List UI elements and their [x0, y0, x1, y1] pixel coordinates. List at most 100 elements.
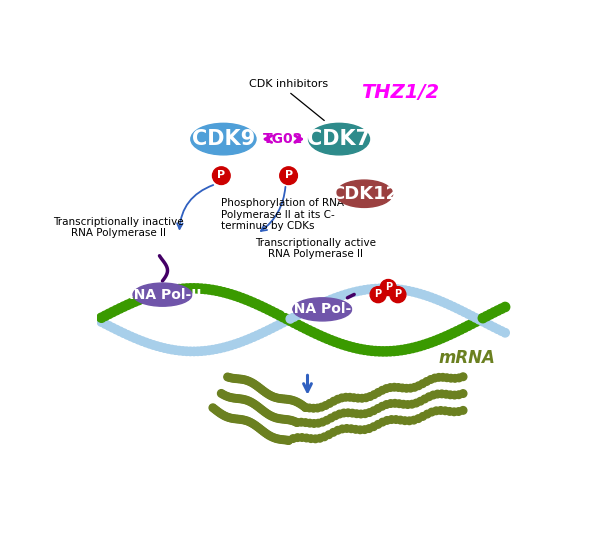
Text: CDK inhibitors: CDK inhibitors	[249, 79, 328, 88]
Circle shape	[244, 377, 251, 384]
Circle shape	[286, 396, 293, 403]
Circle shape	[237, 395, 245, 402]
Circle shape	[378, 347, 388, 356]
Circle shape	[108, 307, 117, 317]
Circle shape	[316, 331, 325, 340]
Circle shape	[289, 318, 299, 328]
Circle shape	[374, 405, 382, 412]
Text: P: P	[284, 170, 293, 180]
Circle shape	[373, 289, 384, 300]
Circle shape	[275, 435, 283, 443]
Circle shape	[345, 342, 354, 351]
Ellipse shape	[308, 123, 370, 155]
Circle shape	[193, 284, 202, 293]
Circle shape	[256, 384, 263, 391]
Circle shape	[431, 375, 439, 382]
Circle shape	[225, 393, 233, 401]
Circle shape	[446, 408, 454, 415]
Circle shape	[306, 419, 314, 427]
Circle shape	[434, 390, 441, 398]
Circle shape	[213, 407, 221, 414]
Circle shape	[268, 433, 275, 440]
Circle shape	[264, 390, 271, 397]
Circle shape	[229, 394, 237, 402]
Circle shape	[293, 311, 302, 319]
Circle shape	[223, 393, 231, 400]
Circle shape	[379, 402, 386, 410]
Circle shape	[453, 304, 461, 313]
Circle shape	[250, 420, 257, 428]
Circle shape	[286, 316, 295, 325]
Circle shape	[386, 284, 395, 293]
Circle shape	[278, 415, 285, 423]
Circle shape	[349, 288, 358, 296]
Circle shape	[334, 293, 343, 301]
Circle shape	[382, 284, 391, 293]
Circle shape	[374, 420, 382, 428]
Circle shape	[412, 342, 421, 352]
Circle shape	[221, 412, 229, 420]
Circle shape	[311, 329, 321, 339]
Circle shape	[254, 383, 262, 390]
Circle shape	[149, 290, 158, 299]
Circle shape	[455, 374, 463, 382]
Circle shape	[427, 376, 434, 383]
Circle shape	[423, 378, 430, 385]
Circle shape	[101, 320, 109, 328]
Circle shape	[340, 409, 347, 417]
Circle shape	[245, 296, 254, 306]
Circle shape	[446, 391, 454, 399]
Circle shape	[391, 383, 398, 391]
Circle shape	[246, 418, 254, 426]
Circle shape	[423, 339, 432, 348]
Circle shape	[282, 314, 291, 324]
Circle shape	[252, 422, 259, 429]
Circle shape	[362, 394, 370, 401]
Circle shape	[400, 400, 407, 408]
Circle shape	[316, 435, 323, 442]
Circle shape	[104, 322, 113, 330]
Circle shape	[392, 289, 403, 300]
Circle shape	[338, 394, 346, 402]
Circle shape	[293, 419, 301, 426]
Text: THZ1/2: THZ1/2	[361, 84, 439, 102]
Circle shape	[215, 408, 223, 416]
Circle shape	[240, 376, 247, 383]
Circle shape	[380, 280, 396, 295]
Circle shape	[379, 284, 387, 293]
Circle shape	[260, 303, 269, 312]
Circle shape	[223, 342, 232, 351]
Circle shape	[211, 406, 218, 413]
Circle shape	[428, 408, 436, 416]
Circle shape	[268, 324, 276, 333]
Circle shape	[284, 416, 291, 423]
Circle shape	[302, 403, 309, 411]
Circle shape	[475, 316, 484, 325]
Circle shape	[266, 391, 273, 399]
Circle shape	[266, 412, 274, 419]
Text: Transcriptionally active
RNA Polymerase II: Transcriptionally active RNA Polymerase …	[256, 238, 376, 259]
Circle shape	[249, 333, 257, 341]
Circle shape	[412, 288, 421, 297]
Text: TG02: TG02	[263, 132, 304, 146]
Circle shape	[298, 418, 305, 426]
Circle shape	[332, 412, 339, 419]
Circle shape	[319, 333, 328, 342]
Circle shape	[208, 286, 217, 295]
Circle shape	[397, 286, 406, 294]
Circle shape	[353, 287, 361, 295]
Text: RNA Pol-II: RNA Pol-II	[123, 288, 202, 301]
Circle shape	[256, 405, 264, 412]
Circle shape	[310, 405, 317, 412]
Circle shape	[284, 395, 291, 403]
Circle shape	[142, 293, 151, 302]
Circle shape	[467, 312, 476, 320]
Circle shape	[285, 437, 292, 444]
Circle shape	[276, 415, 283, 423]
Circle shape	[281, 416, 289, 423]
Circle shape	[293, 399, 301, 406]
Circle shape	[275, 395, 283, 402]
Circle shape	[334, 426, 341, 434]
Circle shape	[349, 343, 358, 352]
Circle shape	[131, 334, 139, 342]
